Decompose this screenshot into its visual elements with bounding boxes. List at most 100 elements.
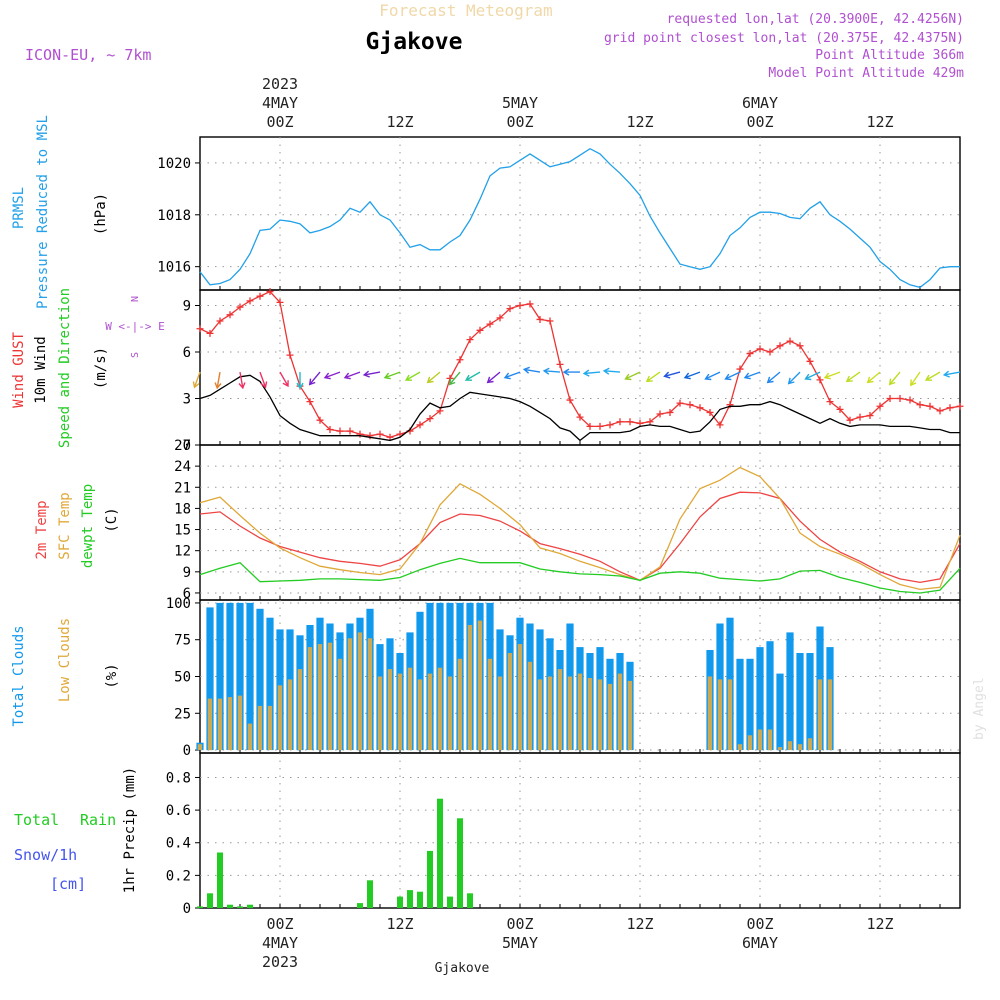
pressure-line xyxy=(199,147,960,289)
precip-label-cm: [cm] xyxy=(50,875,86,893)
temp-label-2m: 2m Temp xyxy=(34,500,50,559)
wind-arrow xyxy=(942,370,961,378)
rain-bar xyxy=(437,798,443,908)
temp-ylabel: (C) xyxy=(104,507,120,532)
gust-line-marker xyxy=(816,376,824,384)
gust-line-marker xyxy=(426,415,434,423)
gust-line-marker xyxy=(226,311,234,319)
info-grid-point: grid point closest lon,lat (20.375E, 42.… xyxy=(604,31,964,46)
gust-line-marker xyxy=(616,418,624,426)
low-cloud-bar xyxy=(287,679,293,750)
gust-line-marker xyxy=(746,350,754,358)
low-cloud-bar xyxy=(207,698,213,751)
gust-line-marker xyxy=(516,302,524,309)
wind-arrow xyxy=(192,371,201,389)
precip-ytick-label: 0 xyxy=(183,901,191,917)
low-cloud-bar xyxy=(427,673,433,751)
gust-line-marker xyxy=(606,421,614,429)
wind-arrow xyxy=(624,371,641,381)
gust-line-marker xyxy=(946,404,954,412)
low-cloud-bar xyxy=(237,695,243,750)
gust-line-marker xyxy=(306,398,314,406)
temperature-frame xyxy=(199,444,961,601)
wind-arrow xyxy=(279,371,289,388)
wind-label-10m: 10m Wind xyxy=(33,336,49,403)
gust-line-marker xyxy=(366,432,374,440)
clouds-ytick-label: 75 xyxy=(174,633,191,649)
wind-arrow xyxy=(296,372,304,390)
pressure-panel-labels: PRMSL Pressure Reduced to MSL (hPa) xyxy=(11,115,109,309)
gust-line-marker xyxy=(666,408,674,416)
low-cloud-bar xyxy=(597,679,603,750)
top-time-label: 12Z xyxy=(626,113,653,131)
temp-2m-line xyxy=(199,491,961,584)
clouds-ytick-label: 100 xyxy=(166,596,191,612)
gust-line-marker xyxy=(486,320,494,328)
cloud-label-total: Total Clouds xyxy=(11,625,27,726)
wind-arrow xyxy=(910,371,921,387)
temperature-ytick-label: 6 xyxy=(183,586,191,602)
top-time-label: 12Z xyxy=(386,113,413,131)
gust-line-marker xyxy=(326,426,334,433)
location-title: Gjakove xyxy=(366,29,463,55)
gust-line-marker xyxy=(316,416,324,424)
info-requested: requested lon,lat (20.3900E, 42.4256N) xyxy=(667,12,964,27)
wind-arrow xyxy=(683,371,701,380)
low-cloud-bar xyxy=(257,705,263,750)
watermark: by Angel xyxy=(972,677,987,740)
compass-we: W <-|-> E xyxy=(105,320,165,333)
gust-line-marker xyxy=(626,418,634,426)
total-cloud-bar xyxy=(796,653,804,751)
clouds-ytick-label: 0 xyxy=(183,743,191,759)
cloud-label-low: Low Clouds xyxy=(57,618,73,702)
gust-line-marker xyxy=(656,410,664,418)
top-time-label: 4MAY xyxy=(262,94,298,112)
gust-line-marker xyxy=(266,288,274,296)
total-cloud-bar xyxy=(236,602,244,750)
low-cloud-bar xyxy=(337,658,343,750)
low-cloud-bar xyxy=(827,679,833,750)
wind-panel-labels: Wind GUST 10m Wind Speed and Direction (… xyxy=(11,288,165,448)
gust-line-marker xyxy=(876,402,884,410)
wind-ytick-label: 3 xyxy=(183,392,191,408)
precip-frame xyxy=(199,752,961,909)
bottom-time-label: 4MAY xyxy=(262,934,298,952)
wind-arrow xyxy=(404,371,421,381)
low-cloud-bar xyxy=(397,673,403,751)
low-cloud-bar xyxy=(477,620,483,751)
total-cloud-bar xyxy=(246,602,254,750)
total-cloud-bar xyxy=(806,653,814,751)
low-cloud-bar xyxy=(737,744,743,751)
gust-line-marker xyxy=(436,407,444,415)
wind-arrow xyxy=(238,371,246,390)
low-cloud-bar xyxy=(747,735,753,750)
wind-arrow xyxy=(866,371,881,384)
rain-bar xyxy=(247,904,253,908)
gust-line-marker xyxy=(416,421,424,429)
pressure-ylabel: (hPa) xyxy=(93,193,109,235)
low-cloud-bar xyxy=(507,653,513,751)
rain-bar xyxy=(197,906,203,908)
pressure-ytick-label: 1018 xyxy=(157,208,191,224)
dewpt-line xyxy=(199,557,961,594)
gust-line-marker xyxy=(576,413,584,421)
low-cloud-bar xyxy=(617,673,623,751)
temperature-ytick-label: 27 xyxy=(174,438,191,454)
wind-arrow xyxy=(448,371,461,386)
footer-location: Gjakove xyxy=(435,961,490,976)
low-cloud-bar xyxy=(757,729,763,751)
temperature-ytick-label: 24 xyxy=(174,459,191,475)
cloud-ylabel: (%) xyxy=(104,663,120,688)
gust-line-marker xyxy=(836,405,844,413)
low-cloud-bar xyxy=(497,676,503,751)
gust-line-marker xyxy=(826,398,834,406)
low-cloud-bar xyxy=(627,680,633,750)
low-cloud-bar xyxy=(197,744,203,751)
wind-arrow xyxy=(582,369,601,377)
pressure-panel: 1016 1018 1020 xyxy=(157,136,961,291)
temp-label-dewpt: dewpt Temp xyxy=(80,484,96,568)
wind-arrow xyxy=(787,371,801,385)
gust-line-marker xyxy=(686,401,694,409)
low-cloud-bar xyxy=(347,638,353,751)
pressure-label-msl: Pressure Reduced to MSL xyxy=(35,115,51,309)
